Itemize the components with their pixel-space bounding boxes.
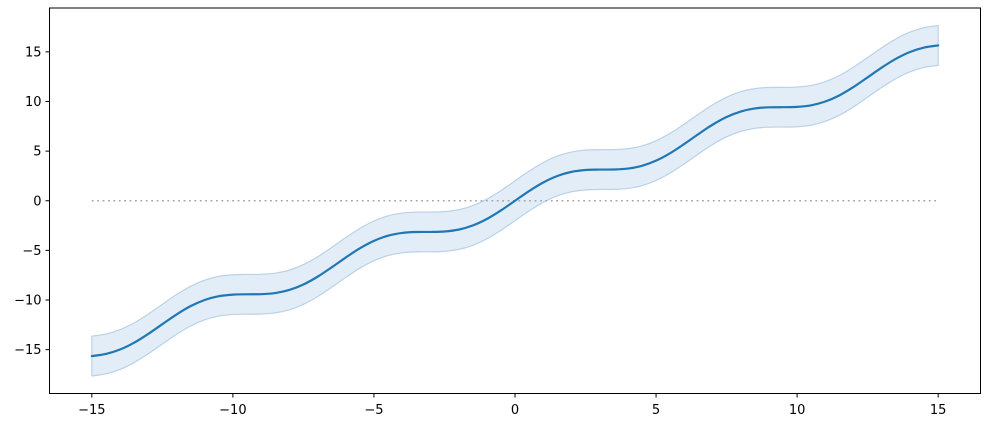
y-tick-label: 15: [25, 45, 42, 60]
x-tick-label: −15: [78, 403, 105, 418]
x-tick-label: −10: [219, 403, 246, 418]
y-tick-label: 10: [25, 95, 42, 110]
y-tick-label: 0: [33, 194, 41, 209]
x-tick-label: 5: [652, 403, 660, 418]
x-tick-label: −5: [364, 403, 383, 418]
y-tick-label: −10: [14, 294, 41, 309]
trend-line: [90, 44, 940, 358]
x-tick-label: 15: [930, 403, 947, 418]
x-tick-label: 10: [789, 403, 806, 418]
x-tick-label: 0: [511, 403, 519, 418]
y-tick-label: −15: [14, 343, 41, 358]
y-tick-label: 5: [33, 145, 41, 160]
y-tick-label: −5: [22, 244, 41, 259]
